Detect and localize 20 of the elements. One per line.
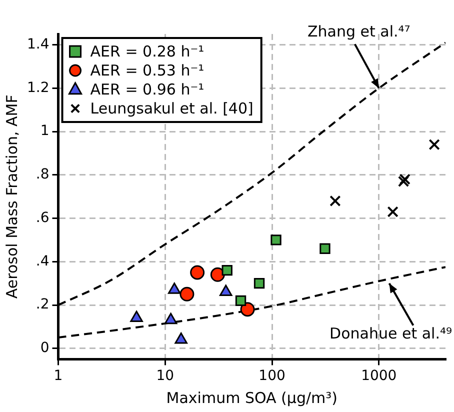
y-tick-label: 1 — [40, 123, 50, 140]
legend-label: AER = 0.96 h⁻¹ — [90, 80, 204, 98]
y-tick-label: .4 — [36, 253, 50, 270]
y-tick-label: 1.4 — [27, 36, 50, 52]
x-tick-label: 100 — [258, 368, 286, 384]
y-tick-label: 1.2 — [27, 80, 50, 96]
x-tick-label: 1 — [54, 368, 63, 384]
y-tick-label: 0 — [40, 340, 50, 356]
annotation: Zhang et al.⁴⁷ — [307, 22, 410, 41]
y-tick-label: .2 — [36, 296, 50, 313]
legend-label: Leungsakul et al. [40] — [90, 99, 254, 118]
annotation: Donahue et al.⁴⁹ — [330, 324, 452, 343]
legend-label: AER = 0.28 h⁻¹ — [90, 42, 204, 60]
x-tick-label: 1000 — [361, 368, 397, 384]
x-tick-label: 10 — [156, 368, 174, 384]
y-axis-title: Aerosol Mass Fraction, AMF — [2, 94, 21, 299]
y-tick-label: .8 — [36, 166, 50, 183]
x-axis-title: Maximum SOA (μg/m³) — [166, 388, 338, 407]
y-tick-label: .6 — [36, 210, 50, 226]
legend-label: AER = 0.53 h⁻¹ — [90, 61, 204, 80]
